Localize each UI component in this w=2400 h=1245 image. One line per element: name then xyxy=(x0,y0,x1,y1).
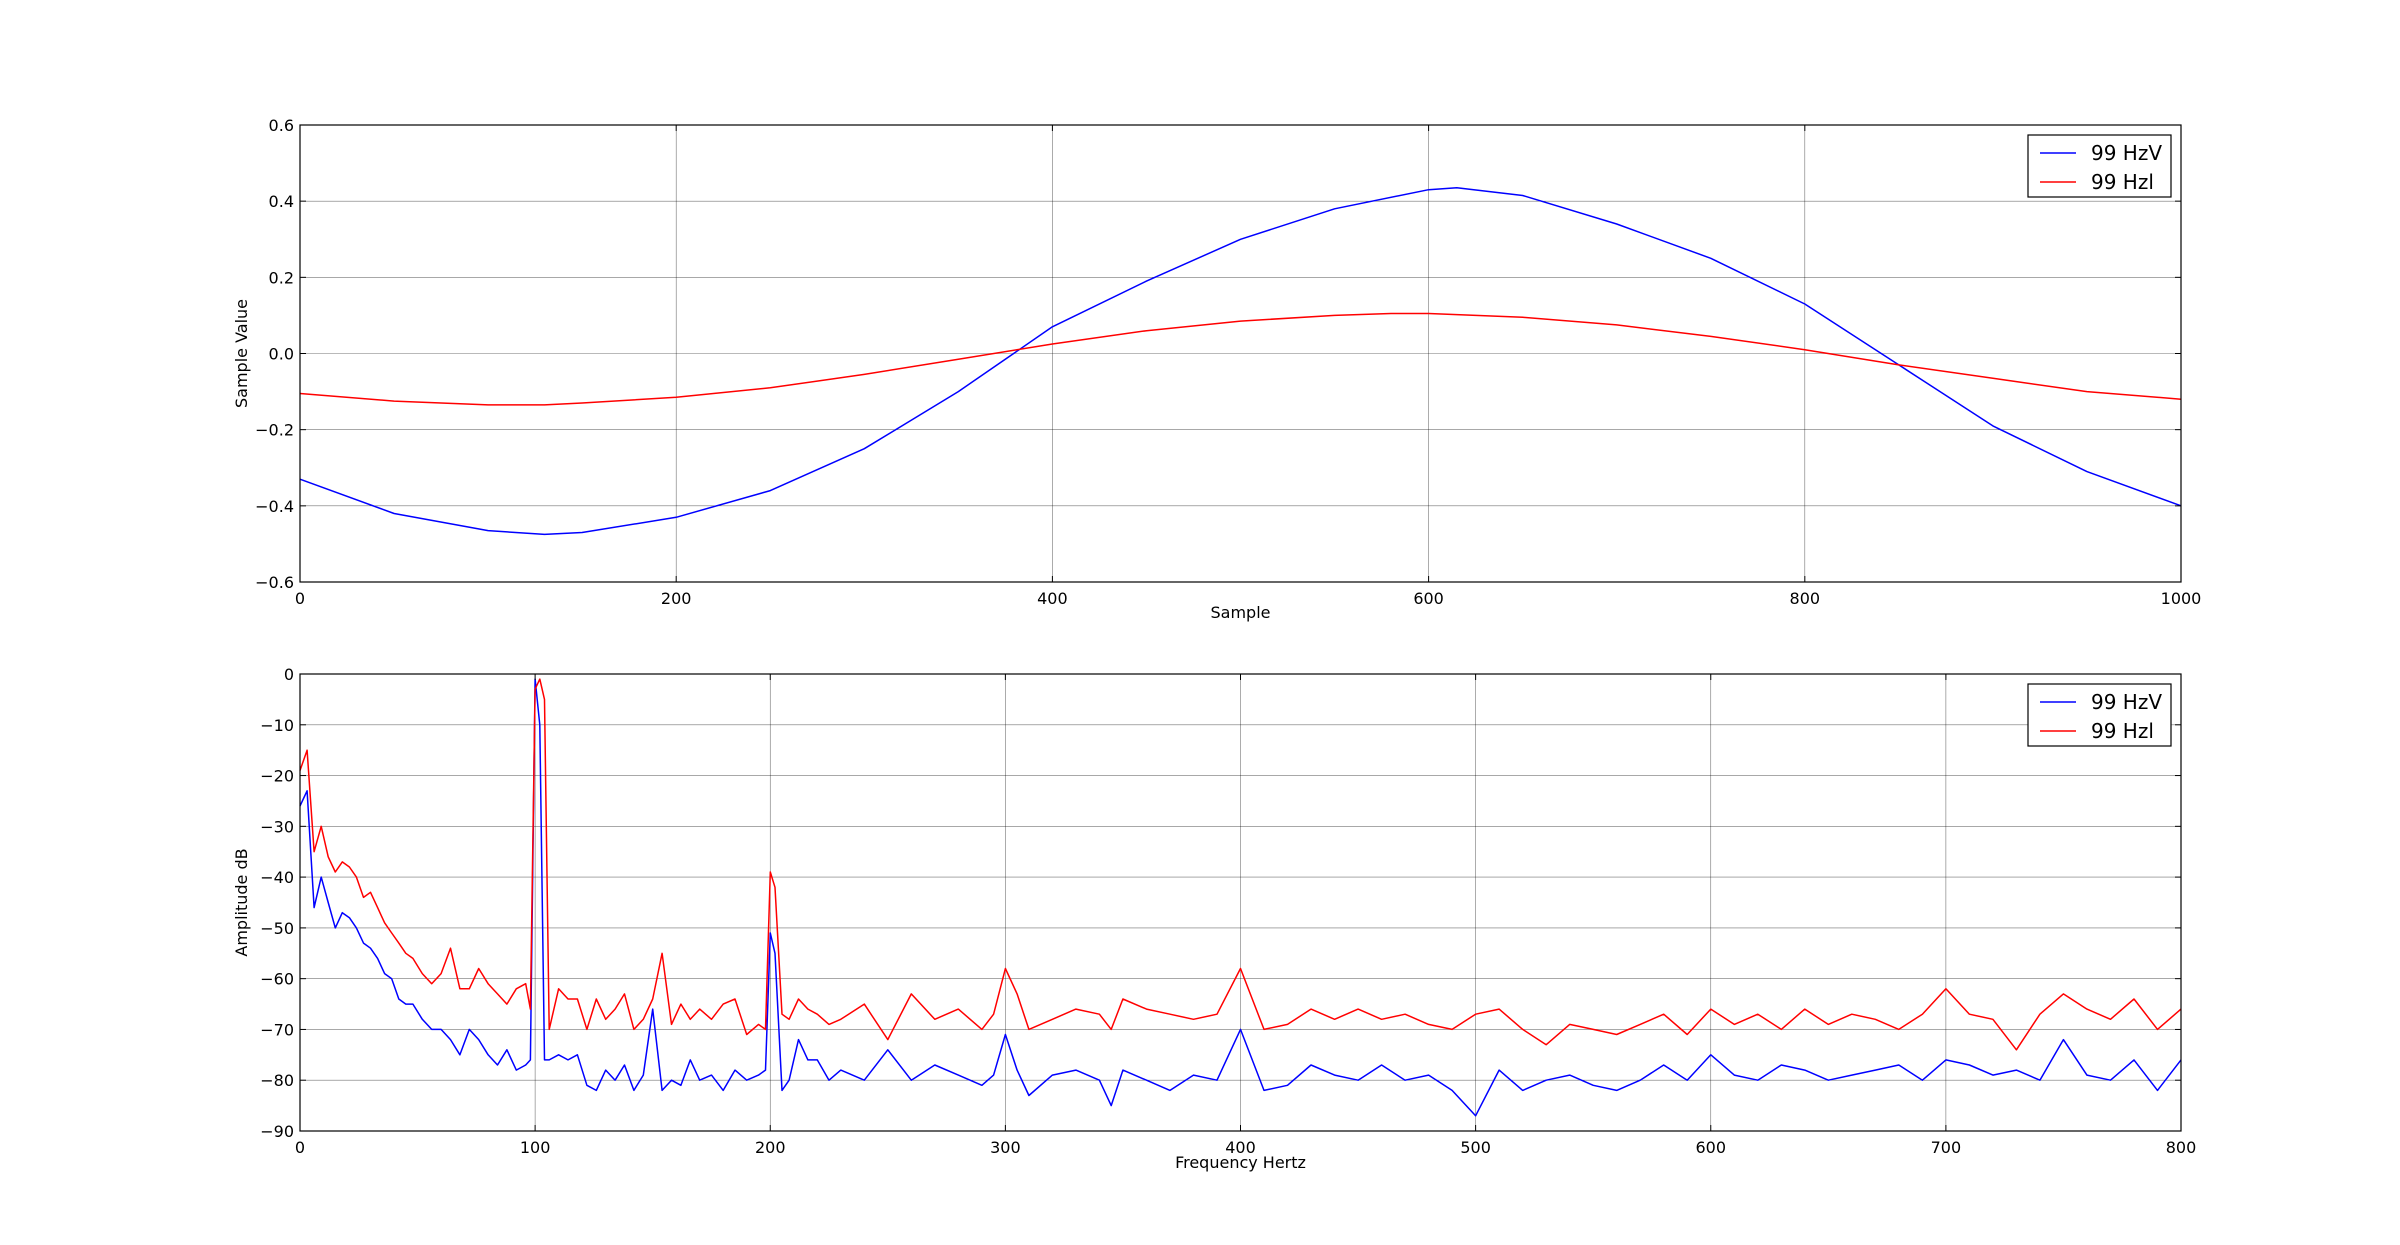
series-lines xyxy=(299,678,2182,1117)
series-line-99-hzv xyxy=(299,678,2182,1117)
x-tick-label: 0 xyxy=(295,589,305,608)
y-tick-label: 0.0 xyxy=(269,345,294,364)
x-tick-label: 800 xyxy=(2166,1138,2197,1157)
x-axis-ticks: 0 200 400 600 800 1000 xyxy=(295,125,2201,608)
y-tick-label: −50 xyxy=(260,919,294,938)
y-tick-label: −60 xyxy=(260,970,294,989)
y-tick-label: −80 xyxy=(260,1071,294,1090)
y-tick-label: −40 xyxy=(260,868,294,887)
y-tick-label: −10 xyxy=(260,716,294,735)
x-axis-ticks: 0 100 200 300 400 500 600 700 800 xyxy=(295,674,2196,1157)
legend-label-99-hzl: 99 Hzl xyxy=(2091,170,2154,194)
x-axis-label: Sample xyxy=(1211,603,1271,622)
x-tick-label: 0 xyxy=(295,1138,305,1157)
series-line-99-hzv xyxy=(299,187,2182,536)
x-tick-label: 200 xyxy=(755,1138,786,1157)
legend-box xyxy=(2027,683,2172,747)
y-tick-label: 0 xyxy=(284,665,294,684)
series-line-99-hzl xyxy=(299,678,2182,1051)
x-tick-label: 1000 xyxy=(2161,589,2202,608)
x-tick-label: 800 xyxy=(1790,589,1821,608)
series-lines xyxy=(299,187,2182,536)
legend-label-99-hzl: 99 Hzl xyxy=(2091,719,2154,743)
x-axis-label: Frequency Hertz xyxy=(1175,1153,1306,1172)
time-domain-plot: 0 200 400 600 800 1000 0.6 0.4 0.2 0.0 −0.2 −0.4 −0… xyxy=(232,116,2201,622)
y-tick-label: −20 xyxy=(260,767,294,786)
x-tick-label: 400 xyxy=(1225,1138,1256,1157)
legend-box xyxy=(2027,134,2172,198)
x-tick-label: 600 xyxy=(1695,1138,1726,1157)
y-tick-label: −0.4 xyxy=(255,497,294,516)
series-line-99-hzl xyxy=(299,312,2182,406)
y-axis-ticks: 0 −10 −20 −30 −40 −50 −60 −70 −80 −90 xyxy=(260,665,2181,1141)
y-tick-label: 0.2 xyxy=(269,268,294,287)
legend: 99 HzV 99 Hzl xyxy=(2027,683,2172,747)
y-axis-label: Sample Value xyxy=(232,299,251,408)
y-tick-label: −90 xyxy=(260,1122,294,1141)
x-tick-label: 100 xyxy=(520,1138,551,1157)
frequency-domain-plot: 0 100 200 300 400 500 600 700 800 0 −10 −20 −30 −40 −… xyxy=(232,665,2196,1172)
x-tick-label: 700 xyxy=(1931,1138,1962,1157)
y-tick-label: 0.4 xyxy=(269,192,294,211)
grid xyxy=(299,673,2182,1132)
x-tick-label: 400 xyxy=(1037,589,1068,608)
y-tick-label: −30 xyxy=(260,817,294,836)
x-tick-label: 500 xyxy=(1460,1138,1491,1157)
legend: 99 HzV 99 Hzl xyxy=(2027,134,2172,198)
y-tick-label: 0.6 xyxy=(269,116,294,135)
y-axis-ticks: 0.6 0.4 0.2 0.0 −0.2 −0.4 −0.6 xyxy=(255,116,2181,592)
legend-label-99-hzv: 99 HzV xyxy=(2091,141,2162,165)
x-tick-label: 600 xyxy=(1413,589,1444,608)
y-axis-label: Amplitude dB xyxy=(232,848,251,956)
x-tick-label: 300 xyxy=(990,1138,1021,1157)
y-tick-label: −0.6 xyxy=(255,573,294,592)
y-tick-label: −70 xyxy=(260,1020,294,1039)
x-tick-label: 200 xyxy=(661,589,692,608)
y-tick-label: −0.2 xyxy=(255,421,294,440)
legend-label-99-hzv: 99 HzV xyxy=(2091,690,2162,714)
